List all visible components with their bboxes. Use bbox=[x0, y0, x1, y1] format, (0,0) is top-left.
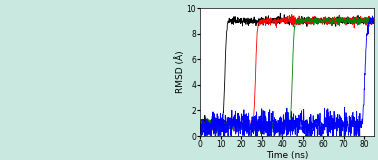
X-axis label: Time (ns): Time (ns) bbox=[266, 151, 308, 160]
Y-axis label: RMSD (Å): RMSD (Å) bbox=[175, 51, 185, 93]
